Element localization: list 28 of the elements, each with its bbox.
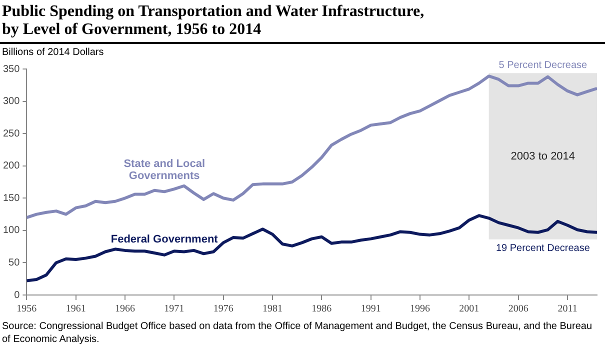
y-tick-label: 300 <box>2 96 20 108</box>
annotation: 19 Percent Decrease <box>496 243 590 254</box>
source-note: Source: Congressional Budget Office based on data from the Office of Management and Budget, the Census Bureau, and the Bureau of Economic Analysis. <box>1 320 594 346</box>
annotation: 5 Percent Decrease <box>498 60 588 71</box>
x-tick-label: 1966 <box>115 304 136 315</box>
band-label: 2003 to 2014 <box>510 150 576 162</box>
y-tick-label: 350 <box>2 64 20 75</box>
x-tick-label: 1956 <box>16 304 37 315</box>
x-tick-label: 1986 <box>312 304 332 315</box>
x-tick-label: 1976 <box>213 304 234 315</box>
x-tick-label: 1961 <box>66 304 86 315</box>
y-tick-label: 0 <box>14 290 20 301</box>
y-tick-label: 50 <box>8 257 20 268</box>
x-tick-label: 2001 <box>459 304 480 315</box>
series-label: State and Local Governments <box>124 158 205 182</box>
x-tick-label: 2011 <box>558 304 578 315</box>
x-tick-label: 1981 <box>262 304 283 315</box>
y-tick-label: 150 <box>2 192 20 204</box>
series-label: Federal Government <box>110 233 218 246</box>
x-tick-label: 1991 <box>360 304 381 315</box>
x-tick-label: 1971 <box>164 304 184 315</box>
chart-title: Public Spending on Transportation and Water Infrastructure, by Level of Government, 1956 to 2014 <box>2 3 426 39</box>
x-tick-label: 2006 <box>508 304 528 315</box>
y-tick-label: 200 <box>2 160 20 172</box>
y-tick-label: 250 <box>2 128 20 140</box>
x-tick-label: 1996 <box>410 304 430 315</box>
y-axis-title: Billions of 2014 Dollars <box>1 46 105 60</box>
y-tick-label: 100 <box>2 225 20 236</box>
